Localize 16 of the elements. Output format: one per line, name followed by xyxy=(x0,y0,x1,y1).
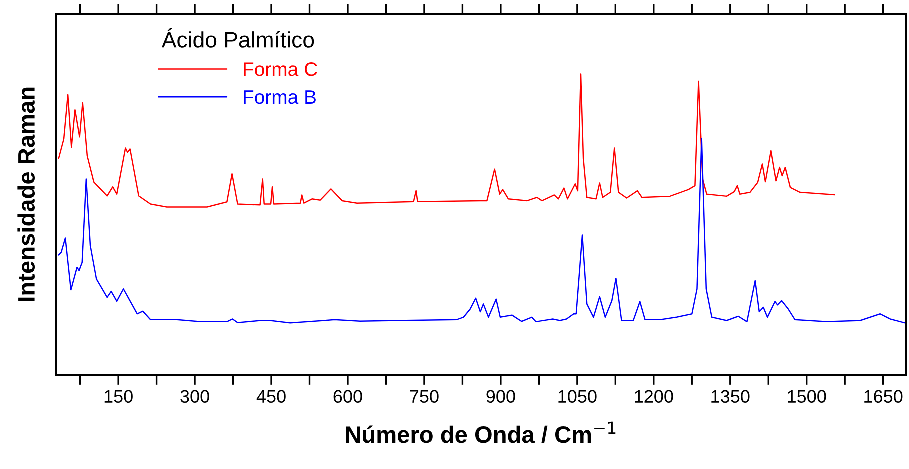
x-tick-label: 1350 xyxy=(712,390,750,404)
x-tick-label: 300 xyxy=(180,390,210,404)
x-tick-label: 1200 xyxy=(635,390,674,404)
x-tick-label: 450 xyxy=(256,390,286,404)
y-axis-title: Intensidade Raman xyxy=(18,88,36,302)
x-tick-label: 150 xyxy=(104,390,133,404)
x-tick-label: 1500 xyxy=(788,390,826,404)
legend-title: Ácido Palmítico xyxy=(162,28,314,48)
x-tick-label: 1650 xyxy=(864,390,903,404)
x-axis-title: Número de Onda / Cm$^{−1}$ xyxy=(346,422,616,444)
x-tick-label: 1050 xyxy=(558,390,597,404)
x-tick-label: 600 xyxy=(334,390,362,404)
x-tick-label: 750 xyxy=(410,390,439,404)
legend-label: Forma B xyxy=(244,90,316,104)
x-tick-label: 900 xyxy=(486,390,516,404)
legend-label: Forma C xyxy=(244,62,318,76)
